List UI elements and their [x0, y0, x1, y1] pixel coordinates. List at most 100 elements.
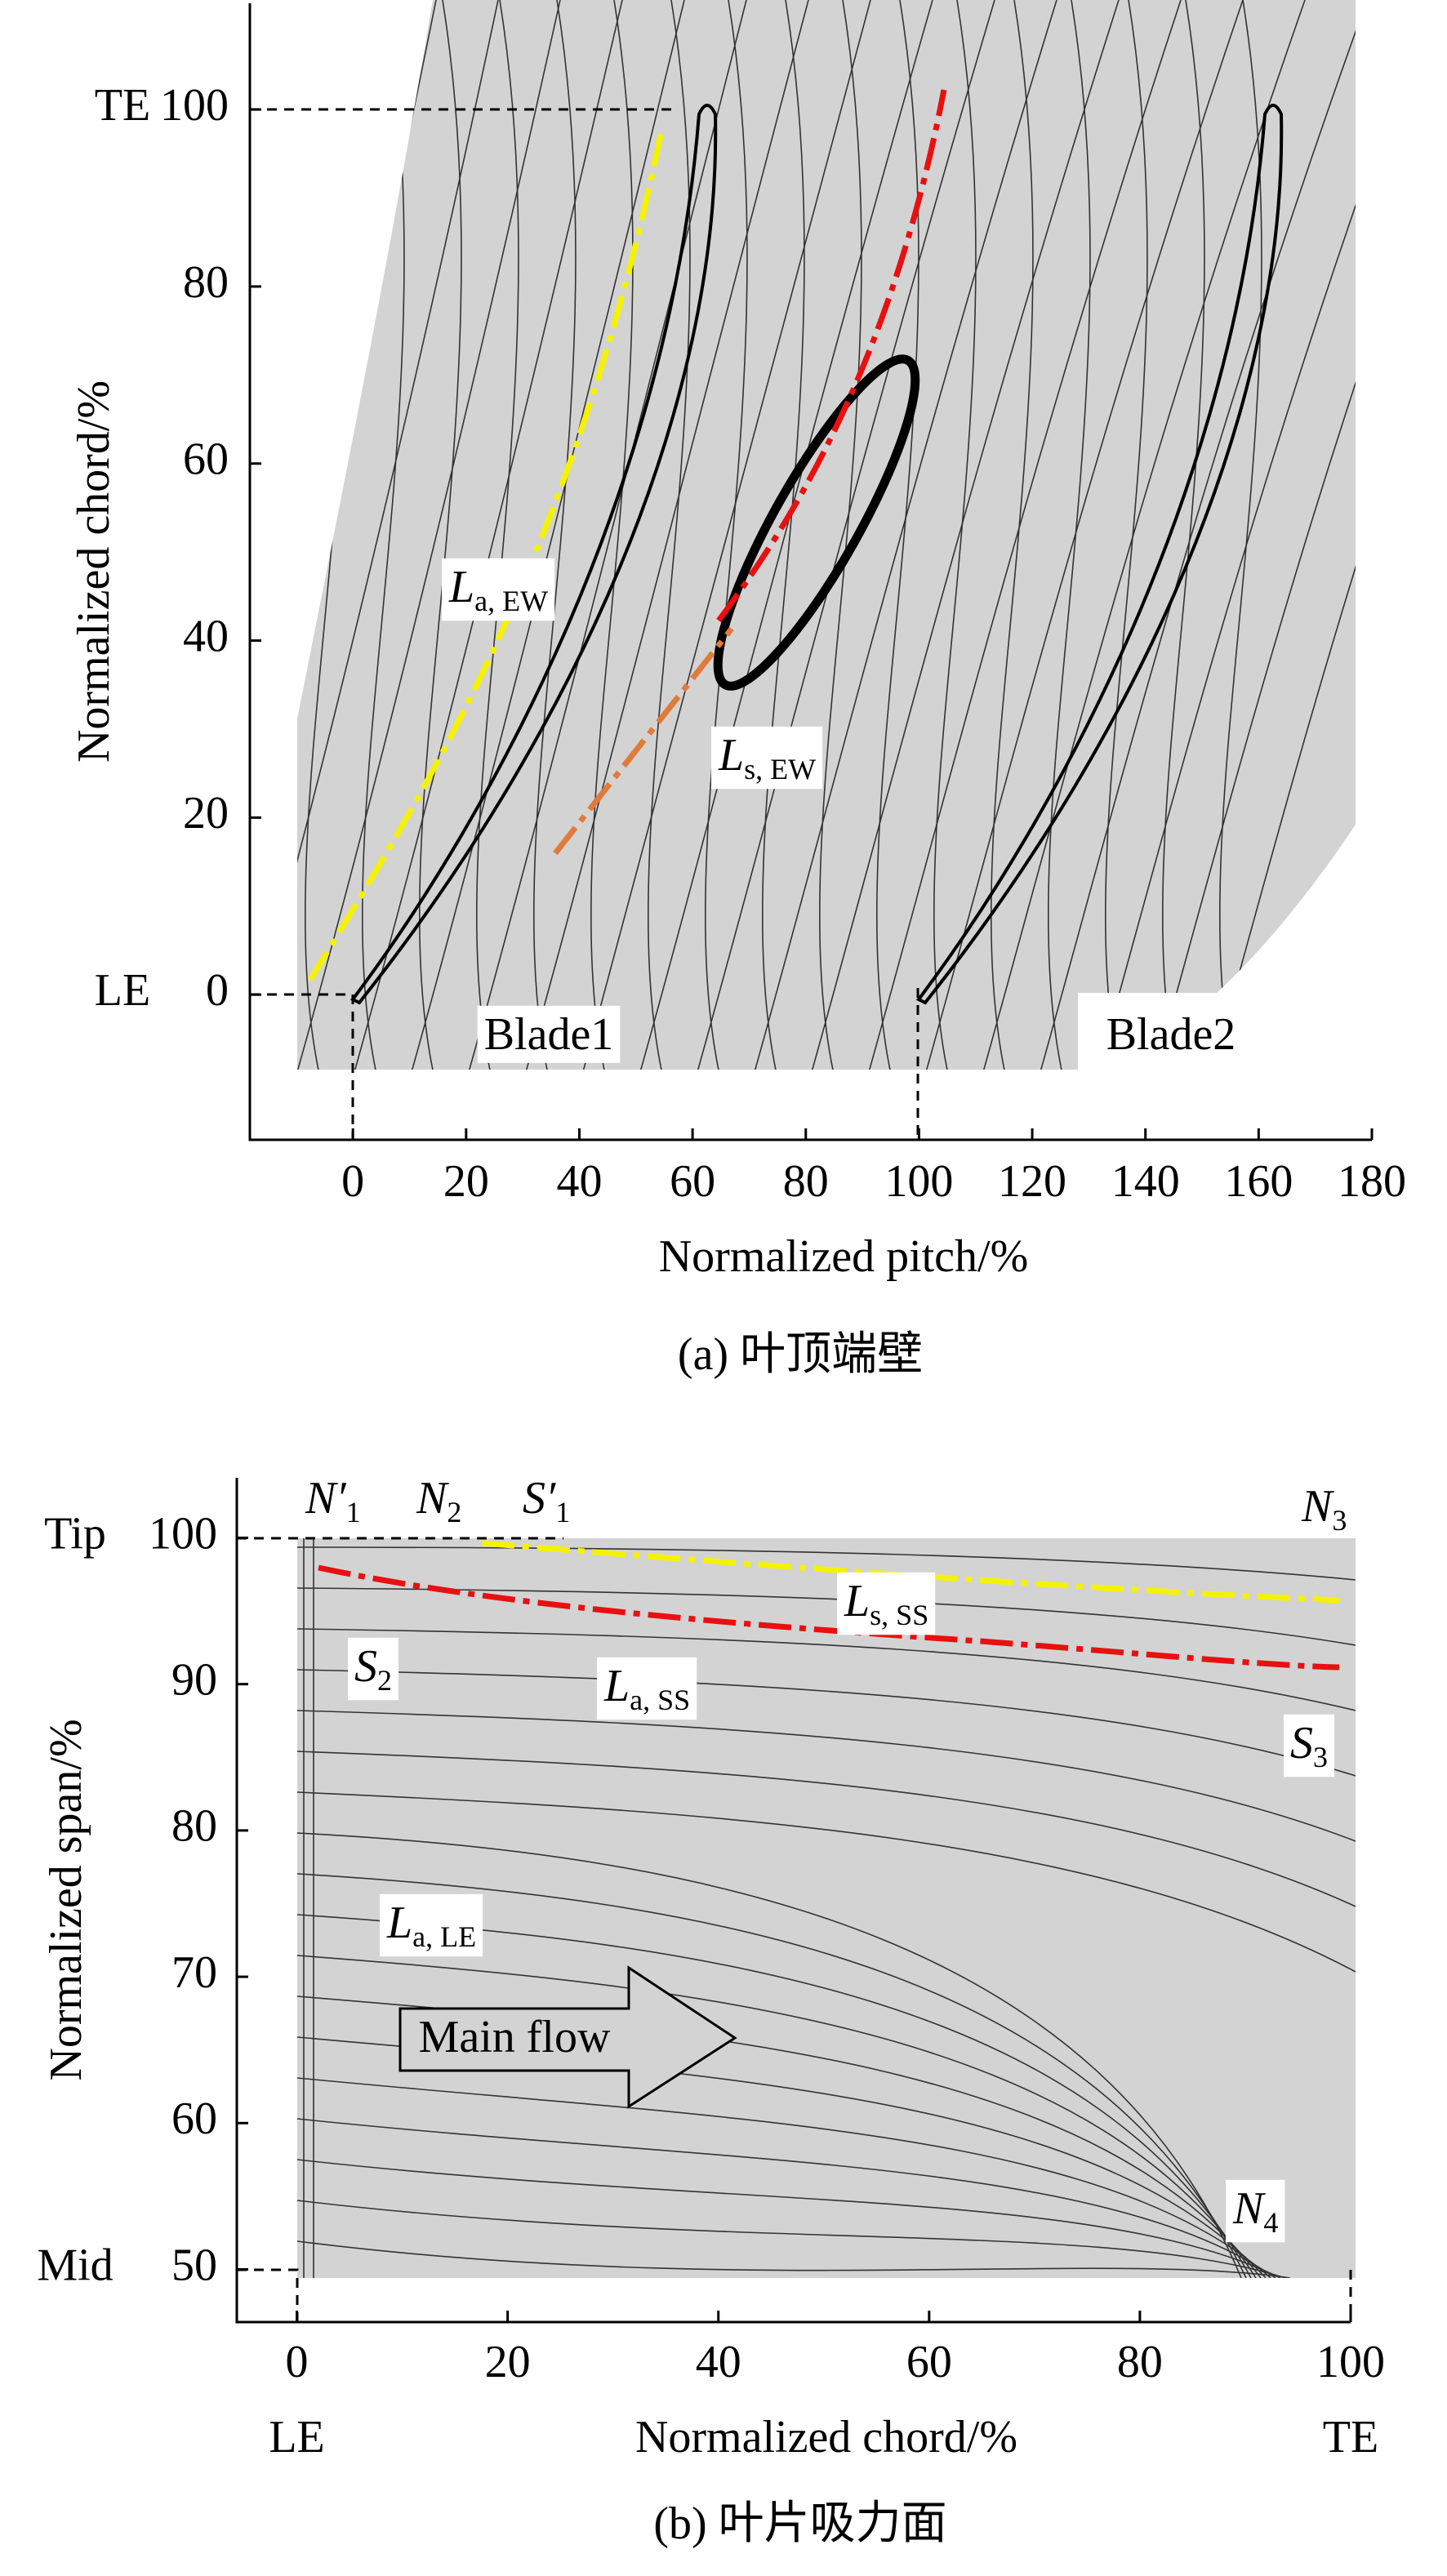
label-box: [837, 1572, 936, 1635]
streamline: [875, 0, 919, 1070]
annotation: Ls, EW: [718, 730, 816, 785]
x-axis-title: Normalized pitch/%: [659, 1231, 1029, 1282]
x-tick-label: 100: [1316, 2337, 1385, 2387]
x-tick-label: 40: [696, 2337, 741, 2387]
streamline: [1152, 0, 1356, 1070]
label-box: [442, 558, 555, 621]
streamline: [704, 0, 748, 1070]
streamline: [297, 1832, 1242, 2278]
annotation-main: L: [844, 1576, 870, 1626]
separation-line: [307, 130, 665, 981]
streamline: [990, 0, 1034, 1070]
y-tick-label: 0: [206, 965, 229, 1016]
streamline: [297, 2118, 1276, 2278]
x-marker-label: TE: [1323, 2412, 1378, 2463]
streamline: [297, 2200, 1286, 2278]
streamline: [1161, 0, 1205, 1070]
region-label: Blade2: [1106, 1009, 1236, 1060]
streamline: [0, 0, 4, 1078]
blade: [915, 104, 1284, 1005]
y-marker-label: TE: [95, 80, 150, 131]
streamline: [297, 1546, 1356, 1581]
streamline: [924, 0, 1244, 1070]
annotation-sub: s, EW: [744, 753, 816, 785]
caption: (b) 叶片吸力面: [653, 2498, 946, 2549]
streamline: [297, 2159, 1281, 2278]
axis-line: [248, 3, 1372, 1141]
annotation-main: L: [448, 562, 474, 612]
streamline: [752, 0, 1057, 1070]
streamline: [638, 0, 933, 1070]
streamline: [1218, 0, 1262, 1070]
annotation-sub: 3: [1332, 1504, 1347, 1537]
annotation-main: N: [1232, 2183, 1266, 2234]
x-tick-label: 180: [1338, 1156, 1406, 1207]
annotation: N2: [416, 1473, 461, 1528]
streamline: [297, 0, 561, 1070]
label-box: [597, 1657, 697, 1720]
streamline: [695, 0, 995, 1070]
y-tick-label: 20: [183, 788, 229, 839]
y-tick-label: 90: [171, 1655, 217, 1706]
region-label: Blade1: [484, 1009, 614, 1060]
annotation-main: N: [416, 1473, 449, 1524]
annotation: La, SS: [603, 1661, 690, 1716]
streamline: [818, 0, 862, 1070]
streamline: [248, 0, 290, 1078]
streamline: [297, 1669, 1356, 1777]
x-tick-label: 140: [1111, 1156, 1180, 1207]
annotation-sub: a, SS: [630, 1684, 690, 1716]
y-axis-title: Normalized chord/%: [69, 380, 119, 763]
annotation-main: S: [354, 1641, 377, 1692]
streamline: [191, 0, 233, 1078]
label-box: [1284, 1714, 1334, 1777]
y-marker-label: Mid: [37, 2240, 113, 2290]
streamline: [1095, 0, 1356, 1070]
streamline: [981, 0, 1306, 1070]
annotation: N′1: [305, 1473, 361, 1528]
streamline: [303, 1538, 314, 2278]
flow-region: [297, 0, 1356, 1070]
x-tick-label: 60: [670, 1156, 715, 1207]
annotation-main: L: [718, 730, 744, 781]
axis-line: [235, 1478, 1351, 2324]
y-marker-label: Tip: [44, 1508, 106, 1559]
streamline: [297, 2240, 1291, 2278]
annotation: S2: [354, 1641, 392, 1697]
x-tick-label: 0: [341, 1156, 364, 1207]
streamline: [297, 1955, 1257, 2278]
streamline: [590, 0, 634, 1070]
label-box: [1226, 2179, 1285, 2243]
streamline: [297, 1751, 1356, 1907]
x-tick-label: 0: [286, 2337, 309, 2387]
annotation-sub: 2: [377, 1664, 392, 1697]
annotation: N3: [1301, 1481, 1347, 1537]
streamline: [10, 0, 250, 1078]
streamline: [933, 0, 977, 1070]
main-flow-arrow: [398, 1965, 737, 2109]
annotation-sub: 2: [447, 1496, 461, 1528]
annotation: Ls, SS: [844, 1576, 928, 1631]
x-tick-label: 20: [485, 2337, 531, 2387]
separation-line: [318, 1564, 1340, 1671]
x-marker-label: LE: [269, 2412, 324, 2463]
streamline: [297, 0, 499, 1070]
blades: [350, 104, 1284, 1005]
streamline: [297, 1873, 1247, 2278]
streamline: [532, 0, 577, 1070]
y-tick-label: 70: [171, 1947, 217, 1998]
streamline: [297, 1628, 1356, 1711]
streamline: [297, 1914, 1252, 2278]
annotation: La, EW: [448, 562, 548, 617]
streamline: [361, 0, 405, 1070]
x-tick-label: 160: [1224, 1156, 1293, 1207]
streamline: [809, 0, 1120, 1070]
annotation-main: S: [1290, 1718, 1313, 1768]
annotation-sub: 4: [1263, 2206, 1278, 2239]
y-tick-label: 40: [183, 611, 229, 661]
x-tick-label: 80: [1117, 2337, 1163, 2387]
label-box: [1099, 1005, 1243, 1063]
y-tick-label: 80: [183, 257, 229, 308]
x-tick-label: 60: [906, 2337, 952, 2387]
